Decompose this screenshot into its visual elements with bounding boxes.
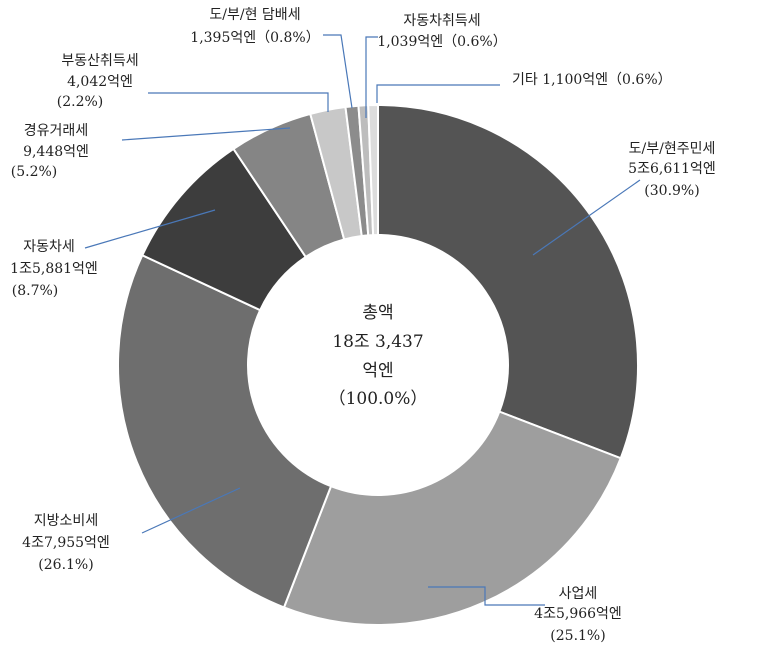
slice-9-name: 기타 1,100억엔（0.6%） — [512, 72, 672, 88]
leader-line-7 — [323, 34, 353, 109]
center-title: 총액 — [362, 303, 393, 323]
slice-2-amount: 4조5,966억엔 — [534, 606, 622, 622]
leader-line-1 — [532, 179, 641, 256]
slice-7-name: 도/부/현 담배세 — [209, 7, 300, 23]
leader-line-4 — [84, 209, 216, 249]
slice-1-percent: (30.9%) — [644, 183, 699, 199]
leader-line-5 — [121, 127, 291, 141]
center-percent: （100.0%） — [329, 389, 428, 409]
slice-1-amount: 5조6,611억엔 — [628, 161, 716, 177]
slice-1 — [377, 103, 639, 460]
slice-5-name: 경유거래세 — [24, 123, 88, 139]
leader-line-6 — [148, 92, 329, 112]
slice-3-percent: (26.1%) — [38, 557, 93, 573]
slice-2-name: 사업세 — [559, 586, 598, 602]
slice-2-percent: (25.1%) — [550, 628, 605, 644]
leader-line-2 — [428, 586, 545, 606]
center-unit: 억엔 — [362, 361, 393, 381]
slice-1-name: 도/부/현주민세 — [629, 141, 716, 157]
slice-6-percent: (2.2%) — [57, 94, 104, 110]
slice-5-amount: 9,448억엔 — [23, 144, 89, 160]
leader-line-8 — [365, 36, 378, 118]
slice-3 — [117, 253, 333, 609]
slice-6-name: 부동산취득세 — [61, 53, 138, 69]
slice-5-percent: (5.2%) — [11, 164, 58, 180]
center-label: 총액 18조 3,437 억엔 （100.0%） — [329, 303, 428, 409]
leader-lines — [84, 34, 641, 606]
slice-labels: 도/부/현주민세 5조6,611억엔 (30.9%) 사업세 4조5,966억엔 (25.… — [10, 7, 716, 644]
slice-8-name: 자동차취득세 — [403, 13, 480, 29]
slice-4-name: 자동차세 — [23, 239, 75, 255]
slice-9 — [367, 103, 379, 237]
slice-7-amount: 1,395억엔（0.8%） — [190, 30, 319, 46]
slice-4-amount: 1조5,881억엔 — [10, 261, 98, 277]
slice-2 — [282, 410, 622, 626]
leader-line-9 — [376, 84, 500, 103]
center-total: 18조 3,437 — [332, 332, 423, 352]
slice-4-percent: (8.7%) — [12, 283, 59, 299]
leader-line-3 — [141, 487, 241, 534]
slice-3-name: 지방소비세 — [34, 513, 98, 529]
slice-3-amount: 4조7,955억엔 — [22, 535, 110, 551]
slice-8-amount: 1,039억엔（0.6%） — [377, 34, 506, 50]
slice-6-amount: 4,042억엔 — [67, 74, 133, 90]
